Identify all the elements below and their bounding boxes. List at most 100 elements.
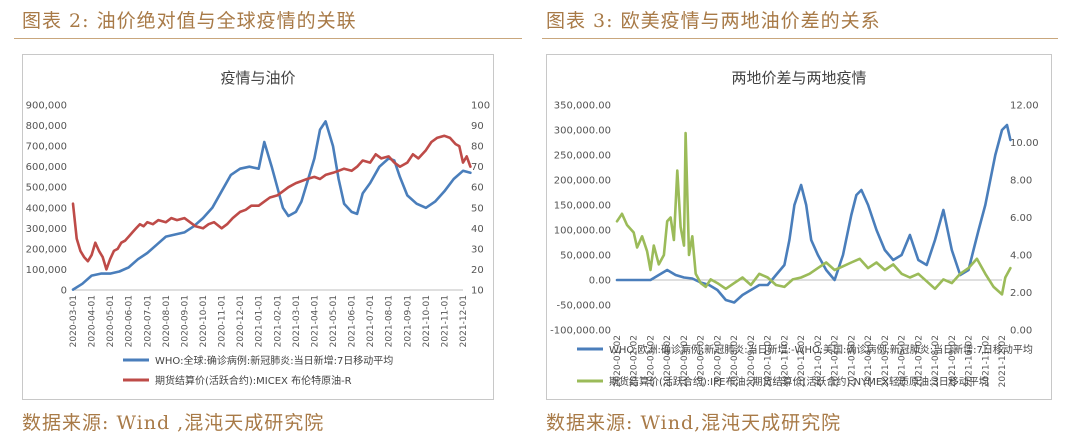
left-chart: 疫情与油价 0 100,000 200,000 300,000 400,000 500,00… xyxy=(26,69,490,387)
x-tick-label: 2021-12-01 xyxy=(459,295,469,347)
y-left-tick-label: 0 xyxy=(61,286,67,297)
x-tick-label: 2020-05-02 xyxy=(680,335,690,387)
x-tick-label: 2020-04-02 xyxy=(663,335,673,387)
series-line-1 xyxy=(71,120,472,291)
y-left-tick-label: -100,000.00 xyxy=(550,326,611,337)
right-figure-title: 图表 3: 欧美疫情与两地油价差的关系 xyxy=(546,10,881,32)
x-tick-label: 2020-08-01 xyxy=(162,295,172,347)
y-left-tick-label: 300,000.00 xyxy=(554,126,611,137)
x-tick-label: 2020-12-01 xyxy=(236,295,246,347)
x-tick-label: 2020-10-02 xyxy=(764,335,774,387)
y-left-tick-label: 150,000.00 xyxy=(554,201,611,212)
x-tick-label: 2020-09-02 xyxy=(747,335,757,387)
x-tick-label: 2020-07-01 xyxy=(143,295,153,347)
x-tick-label: 2020-07-02 xyxy=(713,335,723,387)
x-tick-label: 2020-04-01 xyxy=(88,295,98,347)
x-tick-label: 2020-01-02 xyxy=(613,335,623,387)
x-tick-label: 2020-02-02 xyxy=(630,335,640,387)
x-tick-label: 2021-08-02 xyxy=(931,335,941,387)
x-tick-label: 2021-09-01 xyxy=(403,295,413,347)
x-tick-label: 2021-05-02 xyxy=(881,335,891,387)
x-tick-label: 2021-08-01 xyxy=(385,295,395,347)
left-figure-title: 图表 2: 油价绝对值与全球疫情的关联 xyxy=(22,10,357,32)
y-right-tick-label: 70 xyxy=(471,162,484,173)
legend-label-1: WHO:欧洲:确诊病例:新冠肺炎:当日新增:-WHO:美国:确诊病例:新冠肺炎:… xyxy=(609,343,1033,356)
y-right-tick-label: 30 xyxy=(471,244,484,255)
x-tick-label: 2021-01-02 xyxy=(814,335,824,387)
x-tick-label: 2021-10-01 xyxy=(422,295,432,347)
y-left-tick-label: 100,000 xyxy=(26,265,67,276)
left-source-note: 数据来源: Wind ,混沌天成研究院 xyxy=(22,412,325,434)
y-right-tick-label: 60 xyxy=(471,183,484,194)
x-tick-label: 2020-06-02 xyxy=(697,335,707,387)
y-right-tick-label: 0.00 xyxy=(1010,326,1032,337)
x-tick-label: 2020-03-01 xyxy=(69,295,79,347)
x-tick-label: 2020-06-01 xyxy=(125,295,135,347)
x-tick-label: 2021-12-02 xyxy=(998,335,1008,387)
series-line-2 xyxy=(71,134,472,271)
y-left-tick-label: 400,000 xyxy=(26,203,67,214)
y-left-tick-label: 600,000 xyxy=(26,162,67,173)
x-tick-label: 2020-12-02 xyxy=(797,335,807,387)
left-title-rule xyxy=(14,38,522,39)
y-right-tick-label: 10.00 xyxy=(1010,138,1039,149)
x-tick-label: 2020-05-01 xyxy=(106,295,116,347)
y-right-tick-label: 20 xyxy=(471,265,484,276)
y-left-tick-label: 900,000 xyxy=(26,101,67,112)
x-tick-label: 2021-02-01 xyxy=(273,295,283,347)
chart-title: 疫情与油价 xyxy=(220,69,295,87)
legend-label-1: WHO:全球:确诊病例:新冠肺炎:当日新增:7日移动平均 xyxy=(155,354,393,367)
y-left-tick-label: 700,000 xyxy=(26,142,67,153)
x-tick-label: 2020-11-02 xyxy=(780,335,790,387)
y-left-tick-label: 500,000 xyxy=(26,183,67,194)
y-right-tick-label: 12.00 xyxy=(1010,101,1039,112)
x-tick-label: 2021-06-01 xyxy=(348,295,358,347)
right-chart-frame: 两地价差与两地疫情 -100,000.00 -50,000.00 0.00 50,000… xyxy=(546,54,1052,400)
x-tick-label: 2021-10-02 xyxy=(965,335,975,387)
x-tick-label: 2021-04-01 xyxy=(310,295,320,347)
x-tick-label: 2021-03-01 xyxy=(292,295,302,347)
y-left-tick-label: 100,000.00 xyxy=(554,226,611,237)
y-right-tick-label: 100 xyxy=(471,101,490,112)
right-chart: 两地价差与两地疫情 -100,000.00 -50,000.00 0.00 50,000… xyxy=(550,69,1039,388)
left-chart-frame: 疫情与油价 0 100,000 200,000 300,000 400,000 500,00… xyxy=(22,54,494,400)
y-right-tick-label: 80 xyxy=(471,142,484,153)
y-right-tick-label: 90 xyxy=(471,121,484,132)
y-right-tick-label: 40 xyxy=(471,224,484,235)
x-tick-label: 2021-07-01 xyxy=(366,295,376,347)
x-tick-label: 2020-09-01 xyxy=(180,295,190,347)
x-tick-label: 2021-06-02 xyxy=(898,335,908,387)
y-left-tick-label: 200,000 xyxy=(26,244,67,255)
x-tick-label: 2020-03-02 xyxy=(646,335,656,387)
x-tick-label: 2021-07-02 xyxy=(914,335,924,387)
y-left-tick-label: -50,000.00 xyxy=(556,301,611,312)
legend-label-2: 期货结算价(活跃合约):IPE布油:-期货结算价(活跃合约):NYMEX轻质原油… xyxy=(609,375,989,388)
x-tick-label: 2021-04-02 xyxy=(864,335,874,387)
y-left-tick-label: 50,000.00 xyxy=(560,251,611,262)
y-right-tick-label: 50 xyxy=(471,203,484,214)
chart-title: 两地价差与两地疫情 xyxy=(731,69,866,87)
x-tick-label: 2021-11-02 xyxy=(981,335,991,387)
x-tick-label: 2021-02-02 xyxy=(831,335,841,387)
x-tick-label: 2021-09-02 xyxy=(948,335,958,387)
y-left-tick-label: 800,000 xyxy=(26,121,67,132)
right-title-rule xyxy=(542,38,1058,39)
x-tick-label: 2021-11-01 xyxy=(440,295,450,347)
y-left-tick-label: 350,000.00 xyxy=(554,101,611,112)
x-tick-label: 2021-01-01 xyxy=(255,295,265,347)
x-tick-label: 2020-08-02 xyxy=(730,335,740,387)
right-source-note: 数据来源: Wind,混沌天成研究院 xyxy=(546,412,842,434)
x-tick-label: 2021-03-02 xyxy=(847,335,857,387)
x-tick-label: 2020-10-01 xyxy=(199,295,209,347)
y-left-tick-label: 300,000 xyxy=(26,224,67,235)
legend-label-2: 期货结算价(活跃合约):MICEX 布伦特原油-R xyxy=(155,374,352,387)
y-left-tick-label: 0.00 xyxy=(589,276,611,287)
y-right-tick-label: 6.00 xyxy=(1010,213,1032,224)
y-right-tick-label: 8.00 xyxy=(1010,176,1032,187)
y-right-tick-label: 2.00 xyxy=(1010,288,1032,299)
y-right-tick-label: 10 xyxy=(471,286,484,297)
y-right-tick-label: 4.00 xyxy=(1010,251,1032,262)
y-left-tick-label: 250,000.00 xyxy=(554,151,611,162)
x-tick-label: 2020-11-01 xyxy=(218,295,228,347)
y-left-tick-label: 200,000.00 xyxy=(554,176,611,187)
